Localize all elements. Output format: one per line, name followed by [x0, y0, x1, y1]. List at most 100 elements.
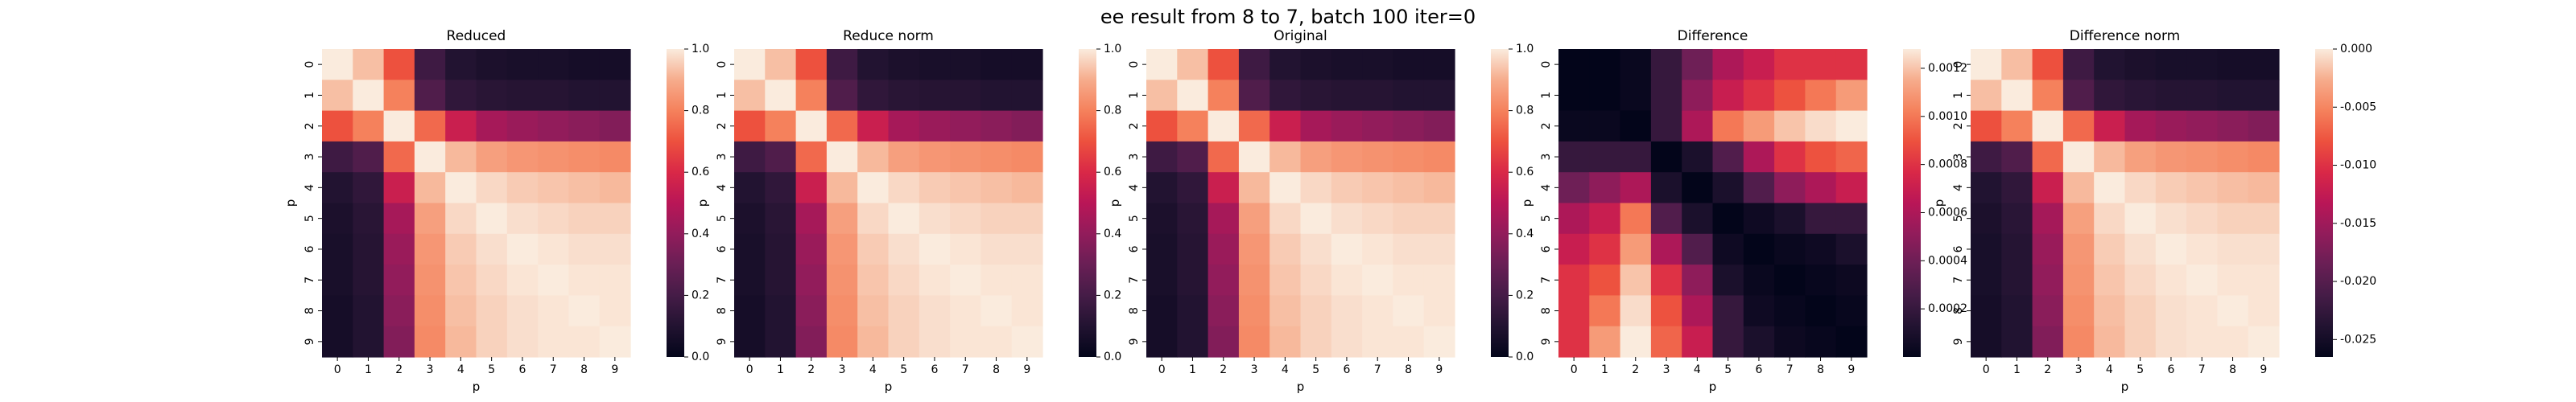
heatmap-cell	[445, 295, 477, 327]
heatmap-cell	[765, 233, 797, 265]
x-tick-label: 2	[1632, 363, 1639, 376]
x-tick-label: 4	[457, 363, 464, 376]
heatmap-cell	[1558, 49, 1590, 80]
heatmap-cell	[1269, 265, 1302, 296]
heatmap-cell	[1423, 203, 1455, 235]
heatmap-cell	[1835, 80, 1868, 112]
heatmap-cell	[476, 49, 508, 80]
y-tick-label: 6	[716, 245, 729, 252]
heatmap-cell	[1971, 265, 2002, 296]
x-tick-label: 2	[395, 363, 402, 376]
heatmap-cell	[2248, 141, 2280, 173]
y-tick-label: 5	[1128, 215, 1141, 222]
heatmap-cell	[734, 141, 766, 173]
heatmap-cell	[2155, 172, 2187, 204]
heatmap-cell	[2186, 172, 2218, 204]
heatmap-panel: Original 0 1 2 3 4 5 6 7 8 9 0 1 2 3 4 5 6 7 8 9 p p 0.0 0.2 0.4 0…	[1108, 28, 1534, 394]
heatmap-cell	[826, 203, 858, 235]
heatmap-cell	[1177, 110, 1209, 142]
x-tick-label: 5	[1724, 363, 1732, 376]
x-tick-label: 1	[365, 363, 372, 376]
x-tick-label: 7	[962, 363, 969, 376]
heatmap-cell	[1743, 49, 1775, 80]
heatmap-cell	[2217, 110, 2249, 142]
heatmap-cell	[383, 141, 415, 173]
x-tick-label: 9	[1847, 363, 1855, 376]
y-tick-label: 2	[716, 122, 729, 129]
heatmap-cell	[1269, 141, 1302, 173]
x-tick-label: 4	[1694, 363, 1701, 376]
heatmap-cell	[1971, 203, 2002, 235]
heatmap-cell	[2124, 233, 2157, 265]
colorbar-tick-label: 0.0	[691, 351, 709, 363]
heatmap-cell	[2062, 110, 2095, 142]
heatmap-cell	[414, 172, 446, 204]
heatmap-cell	[1146, 141, 1178, 173]
heatmap-cell	[888, 265, 920, 296]
heatmap-panel: Reduce norm 0 1 2 3 4 5 6 7 8 9 0 1 2 3 4 5 6 7 8 9 p p 0.0 0.2 0…	[696, 28, 1121, 394]
heatmap-cell	[2094, 233, 2126, 265]
heatmap-cell	[1589, 80, 1621, 112]
y-tick-label: 8	[716, 307, 729, 314]
heatmap-cell	[2062, 326, 2095, 358]
heatmap-cell	[322, 265, 353, 296]
heatmap-cell	[383, 265, 415, 296]
heatmap-cell	[2248, 80, 2280, 112]
heatmap-cell	[1011, 233, 1043, 265]
x-tick-label: 8	[2229, 363, 2236, 376]
heatmap-cell	[980, 49, 1013, 80]
heatmap-cell	[1362, 203, 1393, 235]
colorbar-tick-label: 1.0	[691, 43, 709, 55]
heatmap-cell	[1835, 233, 1868, 265]
heatmap-cell	[2124, 172, 2157, 204]
y-tick-label: 5	[1952, 215, 1965, 222]
heatmap-cell	[2094, 110, 2126, 142]
x-tick-label: 3	[1251, 363, 1258, 376]
heatmap-cell	[2217, 265, 2249, 296]
heatmap-cell	[1177, 49, 1209, 80]
heatmap-cell	[765, 49, 797, 80]
heatmap-cell	[1971, 172, 2002, 204]
colorbar-tick-label: -0.015	[2340, 217, 2376, 230]
heatmap-cell	[1712, 265, 1744, 296]
heatmap-cell	[2155, 80, 2187, 112]
y-tick-label: 0	[303, 61, 316, 68]
heatmap-cell	[1208, 233, 1240, 265]
heatmap-cell	[2155, 295, 2187, 327]
heatmap-cell	[2217, 49, 2249, 80]
heatmap-cell	[506, 326, 539, 358]
heatmap-cell	[414, 141, 446, 173]
x-tick-label: 7	[550, 363, 557, 376]
heatmap-cell	[919, 326, 951, 358]
heatmap-cell	[599, 265, 631, 296]
heatmap-cell	[826, 265, 858, 296]
heatmap-cell	[2155, 233, 2187, 265]
heatmap-cell	[2001, 49, 2033, 80]
heatmap-panels: Reduced 0 1 2 3 4 5 6 7 8 9 0 1 2 3 4 5 6 7 8 9 p p 0.0 0.2 0.4 0.…	[283, 28, 2376, 394]
heatmap-cell	[888, 141, 920, 173]
heatmap-cell	[980, 110, 1013, 142]
heatmap-cell	[950, 80, 981, 112]
x-tick-label: 0	[1983, 363, 1990, 376]
heatmap-cell	[1177, 326, 1209, 358]
heatmap-cell	[2032, 295, 2064, 327]
heatmap-cell	[1423, 110, 1455, 142]
heatmap-cell	[950, 203, 981, 235]
heatmap-cell	[2186, 49, 2218, 80]
heatmap-cell	[1269, 295, 1302, 327]
colorbar-tick-label: 1.0	[1516, 43, 1534, 55]
y-tick-label: 1	[1540, 92, 1553, 99]
heatmap-cell	[2124, 295, 2157, 327]
heatmap-cell	[857, 49, 890, 80]
heatmap-cell	[2248, 49, 2280, 80]
heatmap-cell	[506, 172, 539, 204]
heatmap-cell	[765, 141, 797, 173]
y-tick-label: 3	[1540, 154, 1553, 161]
heatmap-cell	[1146, 265, 1178, 296]
heatmap-cell	[734, 265, 766, 296]
heatmap-cell	[2062, 203, 2095, 235]
heatmap-cell	[1743, 172, 1775, 204]
heatmap-cell	[1650, 265, 1682, 296]
heatmap-cell	[1743, 141, 1775, 173]
heatmap-cell	[538, 295, 569, 327]
